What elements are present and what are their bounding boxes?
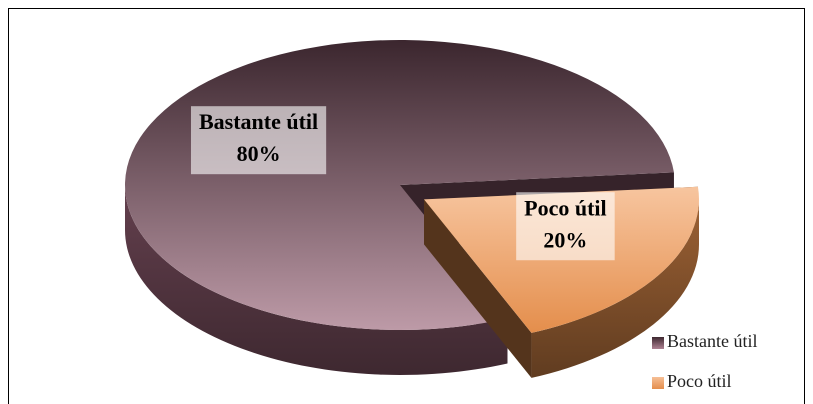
slice-side <box>125 185 508 376</box>
data-label-value: 80% <box>237 141 281 166</box>
data-label-box <box>516 192 615 261</box>
data-label-value: 20% <box>543 227 587 252</box>
legend-label: Bastante útil <box>667 331 757 351</box>
data-label-box <box>190 106 327 175</box>
slice-side <box>531 199 700 378</box>
chart-frame <box>8 8 805 404</box>
legend-swatch <box>652 377 664 389</box>
legend-swatch <box>652 337 664 349</box>
data-label-category: Bastante útil <box>199 109 318 134</box>
slice-side <box>424 199 532 378</box>
legend-label: Poco útil <box>667 371 732 391</box>
data-label-category: Poco útil <box>524 195 607 220</box>
